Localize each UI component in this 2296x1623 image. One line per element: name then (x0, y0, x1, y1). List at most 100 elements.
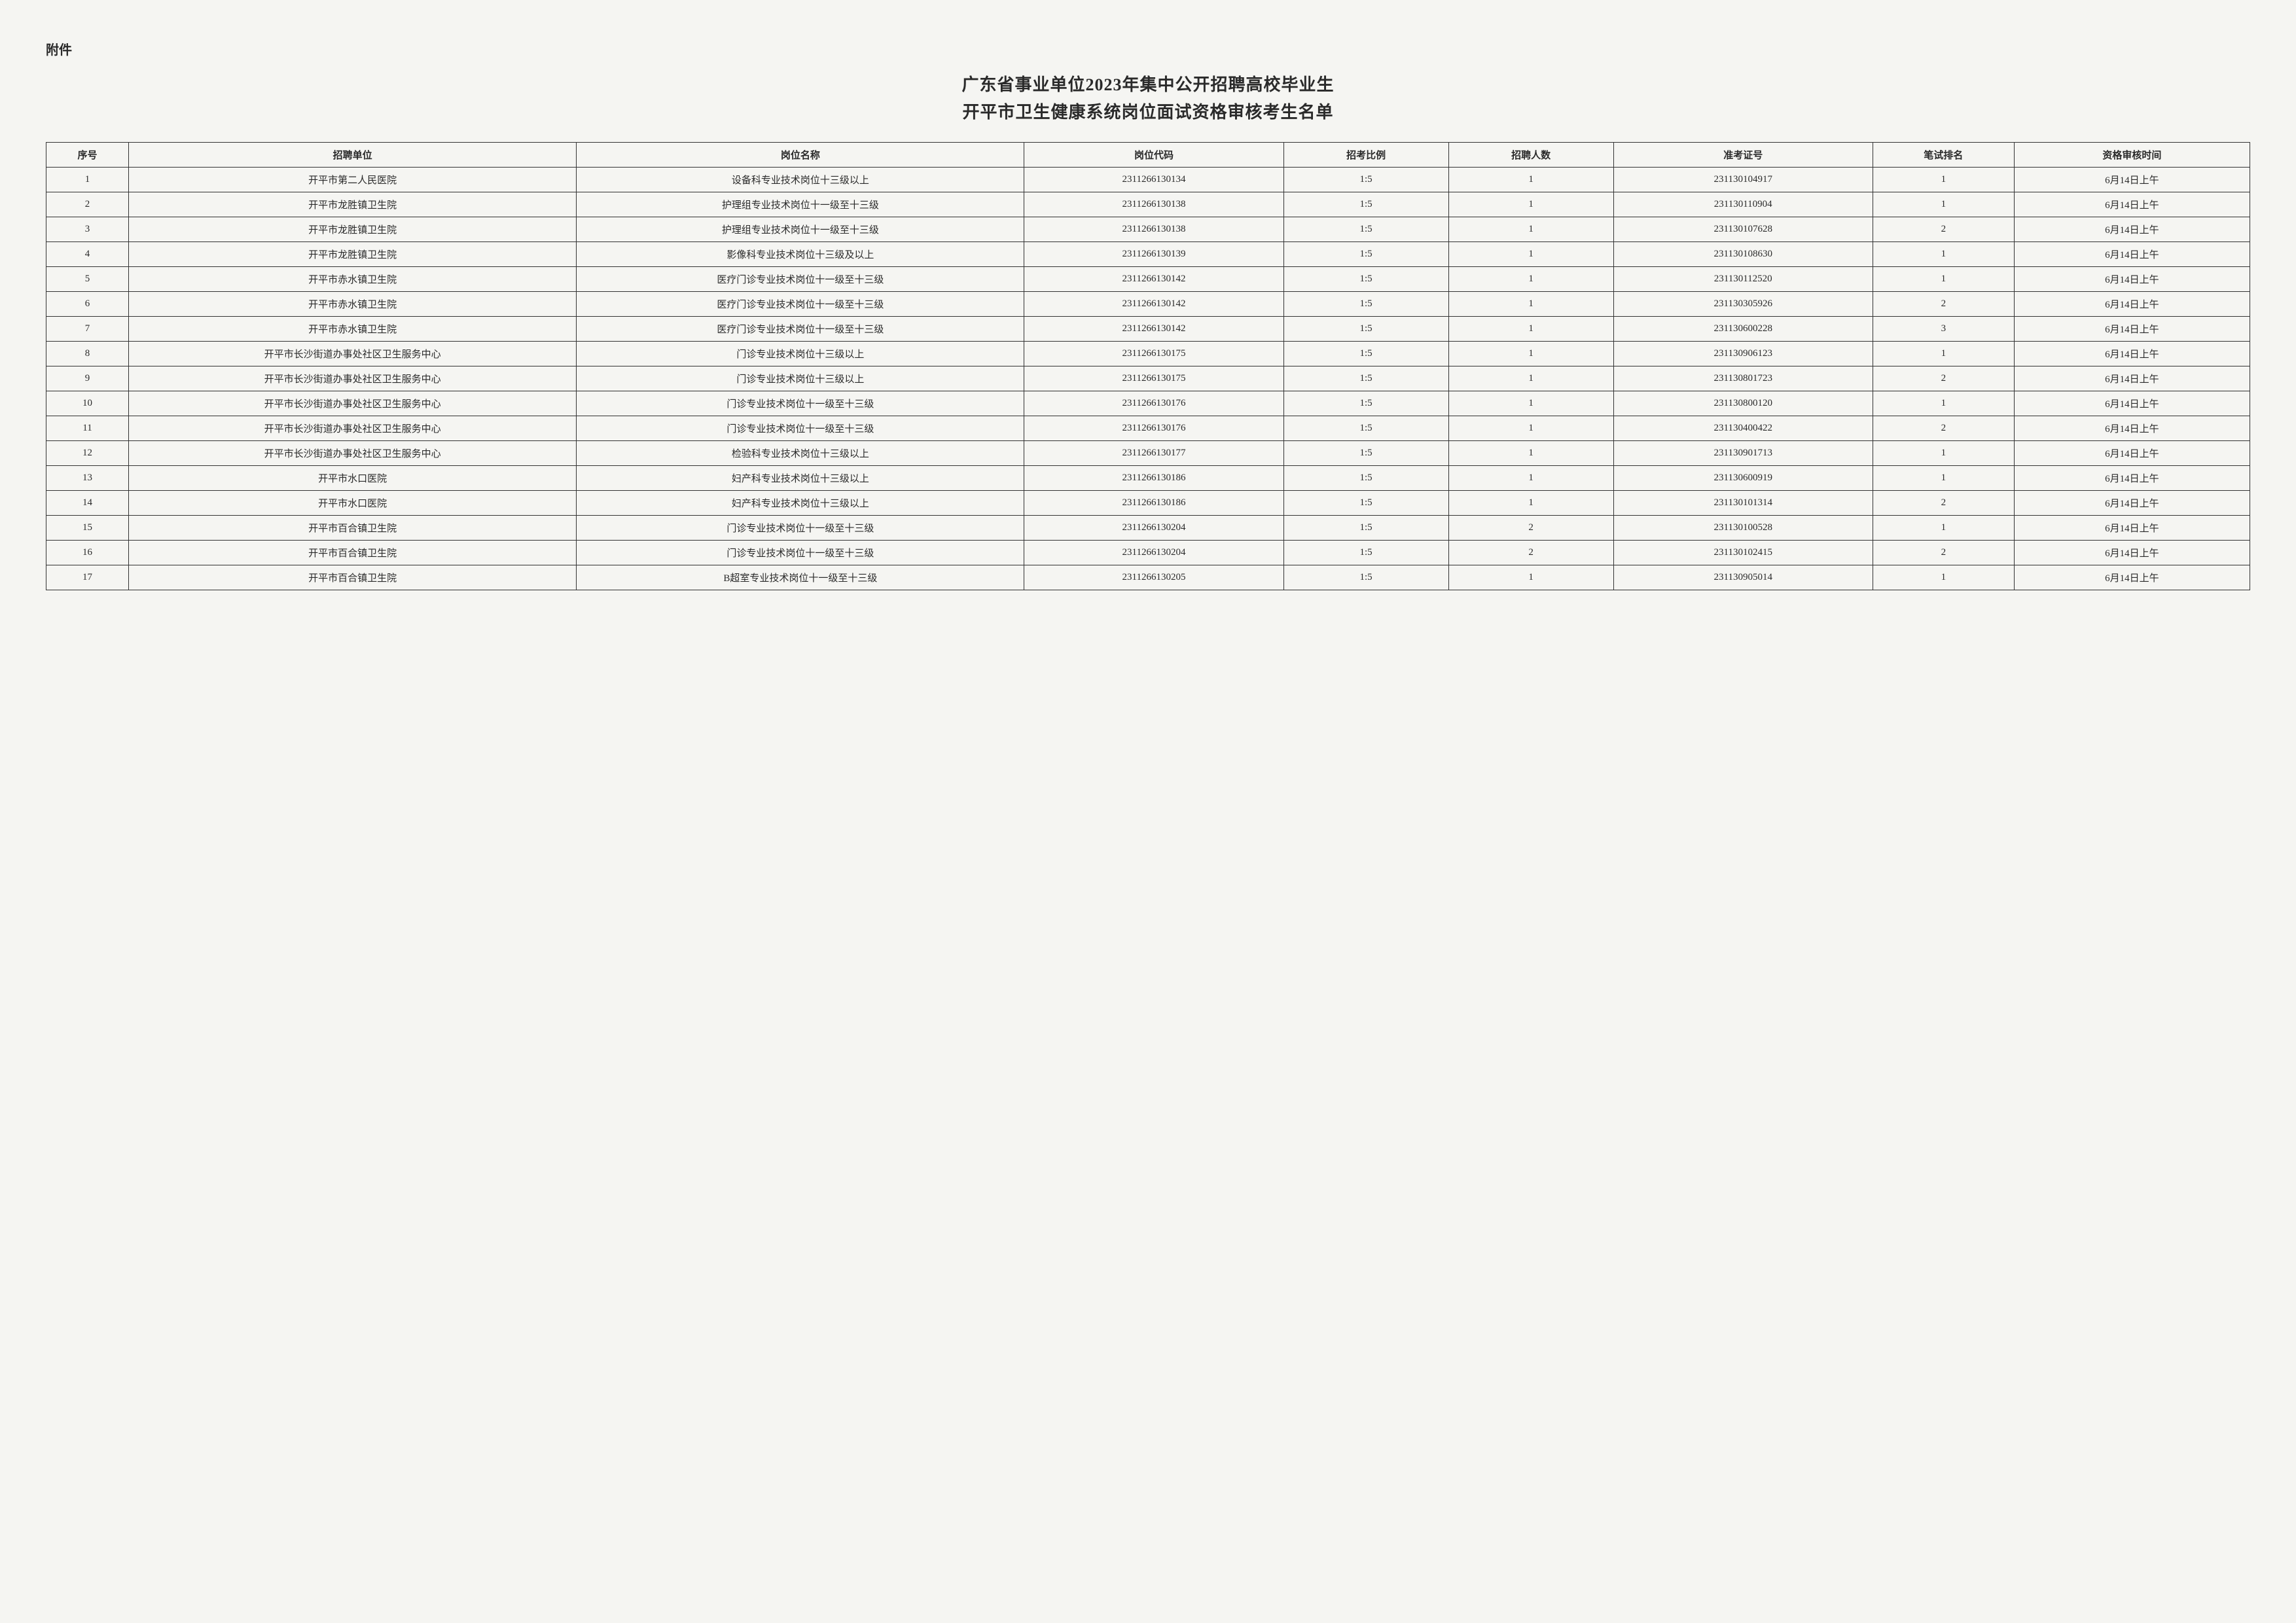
header-seq: 序号 (46, 143, 129, 168)
cell-ticket: 231130800120 (1613, 391, 1873, 416)
table-row: 9开平市长沙街道办事处社区卫生服务中心门诊专业技术岗位十三级以上23112661… (46, 366, 2250, 391)
cell-count: 1 (1448, 192, 1613, 217)
cell-rank: 1 (1873, 441, 2014, 466)
table-row: 15开平市百合镇卫生院门诊专业技术岗位十一级至十三级23112661302041… (46, 516, 2250, 541)
cell-position: 医疗门诊专业技术岗位十一级至十三级 (577, 292, 1024, 317)
cell-ratio: 1:5 (1283, 242, 1448, 267)
cell-ticket: 231130400422 (1613, 416, 1873, 441)
attachment-label: 附件 (46, 39, 2250, 58)
table-row: 2开平市龙胜镇卫生院护理组专业技术岗位十一级至十三级23112661301381… (46, 192, 2250, 217)
cell-ticket: 231130108630 (1613, 242, 1873, 267)
cell-position: B超室专业技术岗位十一级至十三级 (577, 565, 1024, 590)
cell-ratio: 1:5 (1283, 168, 1448, 192)
cell-rank: 1 (1873, 267, 2014, 292)
cell-position: 检验科专业技术岗位十三级以上 (577, 441, 1024, 466)
cell-count: 1 (1448, 466, 1613, 491)
cell-rank: 1 (1873, 466, 2014, 491)
cell-code: 2311266130134 (1024, 168, 1283, 192)
cell-count: 1 (1448, 242, 1613, 267)
table-row: 16开平市百合镇卫生院门诊专业技术岗位十一级至十三级23112661302041… (46, 541, 2250, 565)
cell-code: 2311266130176 (1024, 416, 1283, 441)
cell-unit: 开平市赤水镇卫生院 (129, 267, 577, 292)
cell-ratio: 1:5 (1283, 491, 1448, 516)
cell-code: 2311266130175 (1024, 342, 1283, 366)
cell-ratio: 1:5 (1283, 441, 1448, 466)
cell-position: 门诊专业技术岗位十一级至十三级 (577, 541, 1024, 565)
cell-count: 2 (1448, 516, 1613, 541)
cell-unit: 开平市百合镇卫生院 (129, 541, 577, 565)
cell-seq: 2 (46, 192, 129, 217)
cell-position: 影像科专业技术岗位十三级及以上 (577, 242, 1024, 267)
cell-seq: 12 (46, 441, 129, 466)
cell-position: 护理组专业技术岗位十一级至十三级 (577, 192, 1024, 217)
cell-time: 6月14日上午 (2014, 491, 2250, 516)
cell-count: 1 (1448, 342, 1613, 366)
cell-ticket: 231130107628 (1613, 217, 1873, 242)
title-block: 广东省事业单位2023年集中公开招聘高校毕业生 开平市卫生健康系统岗位面试资格审… (46, 71, 2250, 126)
cell-code: 2311266130142 (1024, 292, 1283, 317)
cell-unit: 开平市长沙街道办事处社区卫生服务中心 (129, 441, 577, 466)
cell-count: 1 (1448, 491, 1613, 516)
table-row: 10开平市长沙街道办事处社区卫生服务中心门诊专业技术岗位十一级至十三级23112… (46, 391, 2250, 416)
cell-ticket: 231130901713 (1613, 441, 1873, 466)
cell-ratio: 1:5 (1283, 565, 1448, 590)
cell-ticket: 231130600228 (1613, 317, 1873, 342)
cell-ticket: 231130104917 (1613, 168, 1873, 192)
cell-ticket: 231130305926 (1613, 292, 1873, 317)
cell-time: 6月14日上午 (2014, 317, 2250, 342)
cell-rank: 2 (1873, 292, 2014, 317)
cell-unit: 开平市长沙街道办事处社区卫生服务中心 (129, 391, 577, 416)
cell-time: 6月14日上午 (2014, 292, 2250, 317)
cell-ticket: 231130102415 (1613, 541, 1873, 565)
cell-time: 6月14日上午 (2014, 342, 2250, 366)
cell-rank: 1 (1873, 565, 2014, 590)
cell-code: 2311266130186 (1024, 491, 1283, 516)
cell-rank: 1 (1873, 242, 2014, 267)
cell-ratio: 1:5 (1283, 466, 1448, 491)
cell-time: 6月14日上午 (2014, 192, 2250, 217)
cell-seq: 6 (46, 292, 129, 317)
cell-rank: 2 (1873, 416, 2014, 441)
cell-unit: 开平市水口医院 (129, 466, 577, 491)
cell-position: 医疗门诊专业技术岗位十一级至十三级 (577, 317, 1024, 342)
cell-seq: 9 (46, 366, 129, 391)
table-body: 1开平市第二人民医院设备科专业技术岗位十三级以上23112661301341:5… (46, 168, 2250, 590)
header-time: 资格审核时间 (2014, 143, 2250, 168)
cell-unit: 开平市赤水镇卫生院 (129, 292, 577, 317)
cell-time: 6月14日上午 (2014, 267, 2250, 292)
cell-code: 2311266130142 (1024, 267, 1283, 292)
cell-time: 6月14日上午 (2014, 565, 2250, 590)
cell-seq: 11 (46, 416, 129, 441)
cell-seq: 5 (46, 267, 129, 292)
cell-ratio: 1:5 (1283, 192, 1448, 217)
cell-position: 门诊专业技术岗位十三级以上 (577, 366, 1024, 391)
cell-code: 2311266130139 (1024, 242, 1283, 267)
cell-rank: 1 (1873, 168, 2014, 192)
table-row: 4开平市龙胜镇卫生院影像科专业技术岗位十三级及以上23112661301391:… (46, 242, 2250, 267)
cell-unit: 开平市长沙街道办事处社区卫生服务中心 (129, 416, 577, 441)
cell-code: 2311266130177 (1024, 441, 1283, 466)
cell-position: 门诊专业技术岗位十一级至十三级 (577, 416, 1024, 441)
cell-time: 6月14日上午 (2014, 516, 2250, 541)
cell-count: 1 (1448, 441, 1613, 466)
cell-ticket: 231130905014 (1613, 565, 1873, 590)
table-row: 1开平市第二人民医院设备科专业技术岗位十三级以上23112661301341:5… (46, 168, 2250, 192)
candidate-table: 序号 招聘单位 岗位名称 岗位代码 招考比例 招聘人数 准考证号 笔试排名 资格… (46, 142, 2250, 590)
cell-time: 6月14日上午 (2014, 466, 2250, 491)
cell-unit: 开平市第二人民医院 (129, 168, 577, 192)
cell-seq: 14 (46, 491, 129, 516)
cell-position: 门诊专业技术岗位十三级以上 (577, 342, 1024, 366)
cell-code: 2311266130138 (1024, 217, 1283, 242)
cell-rank: 2 (1873, 217, 2014, 242)
cell-code: 2311266130204 (1024, 541, 1283, 565)
cell-code: 2311266130204 (1024, 516, 1283, 541)
cell-unit: 开平市百合镇卫生院 (129, 516, 577, 541)
cell-code: 2311266130138 (1024, 192, 1283, 217)
table-row: 7开平市赤水镇卫生院医疗门诊专业技术岗位十一级至十三级2311266130142… (46, 317, 2250, 342)
table-row: 6开平市赤水镇卫生院医疗门诊专业技术岗位十一级至十三级2311266130142… (46, 292, 2250, 317)
title-line-2: 开平市卫生健康系统岗位面试资格审核考生名单 (46, 99, 2250, 126)
table-row: 5开平市赤水镇卫生院医疗门诊专业技术岗位十一级至十三级2311266130142… (46, 267, 2250, 292)
cell-time: 6月14日上午 (2014, 366, 2250, 391)
cell-ratio: 1:5 (1283, 267, 1448, 292)
cell-ticket: 231130100528 (1613, 516, 1873, 541)
